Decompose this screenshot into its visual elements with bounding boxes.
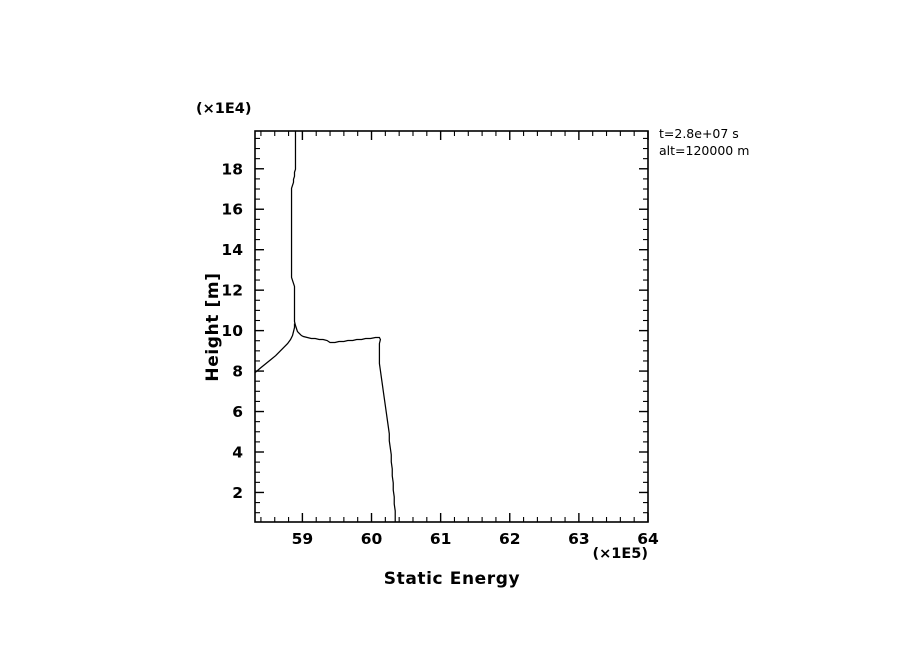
- y-tick-label: 14: [221, 241, 243, 259]
- y-axis-title: Height [m]: [203, 272, 223, 381]
- static-energy-profile-line: [290, 131, 396, 522]
- y-tick-label: 6: [232, 403, 243, 421]
- x-axis-multiplier-label: (×1E5): [593, 546, 649, 562]
- lower-left-branch-line: [254, 323, 296, 374]
- data-curves: [254, 131, 396, 522]
- x-axis-title: Static Energy: [384, 569, 520, 589]
- axis-tick-labels: 59 60 61 62 63 64 2 4 6 8 10 12 14 16 18: [221, 160, 659, 548]
- altitude-annotation: alt=120000 m: [659, 143, 749, 158]
- y-axis-multiplier-label: (×1E4): [196, 101, 252, 117]
- x-tick-label: 61: [430, 530, 452, 548]
- plot-frame: [254, 130, 649, 523]
- x-tick-label: 64: [637, 530, 659, 548]
- y-tick-label: 10: [221, 322, 243, 340]
- x-tick-label: 59: [292, 530, 314, 548]
- y-tick-label: 2: [232, 484, 243, 502]
- y-tick-label: 8: [232, 363, 243, 381]
- axis-ticks: [255, 131, 649, 522]
- time-annotation: t=2.8e+07 s: [659, 126, 739, 141]
- y-tick-label: 12: [221, 282, 243, 300]
- x-tick-label: 63: [568, 530, 590, 548]
- y-tick-label: 16: [221, 201, 243, 219]
- y-tick-label: 18: [221, 160, 243, 178]
- x-tick-label: 60: [361, 530, 383, 548]
- x-tick-label: 62: [499, 530, 521, 548]
- y-tick-label: 4: [232, 444, 243, 462]
